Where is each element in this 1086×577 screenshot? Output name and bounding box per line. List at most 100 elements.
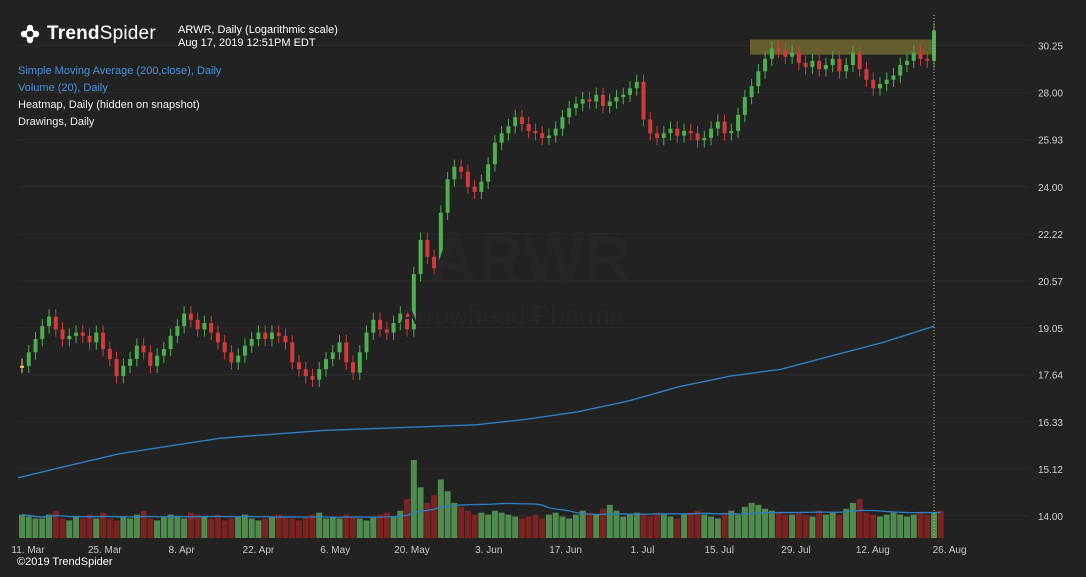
- candle-body: [560, 117, 565, 129]
- volume-bar: [424, 502, 431, 538]
- volume-bar: [100, 512, 107, 538]
- volume-bar: [849, 502, 856, 538]
- volume-bar: [741, 506, 748, 538]
- candle-body: [763, 58, 768, 72]
- candle-body: [114, 359, 119, 377]
- volume-bar: [86, 514, 93, 538]
- volume-bar: [647, 516, 654, 538]
- candle-body: [688, 130, 693, 134]
- volume-bar: [768, 510, 775, 538]
- volume-bar: [302, 516, 309, 538]
- candle-body: [898, 64, 903, 76]
- volume-bar: [262, 518, 269, 538]
- candle-body: [661, 133, 666, 138]
- volume-bar: [363, 520, 370, 538]
- y-tick-label: 14.00: [1038, 512, 1063, 523]
- candle-body: [844, 64, 849, 72]
- volume-bar: [39, 518, 46, 538]
- volume-bar: [660, 514, 667, 538]
- volume-bar: [795, 512, 802, 538]
- volume-bar: [701, 514, 708, 538]
- volume-bar: [255, 520, 262, 538]
- volume-bar: [708, 516, 715, 538]
- y-tick-label: 28.00: [1038, 89, 1063, 100]
- y-tick-label: 17.64: [1038, 371, 1063, 382]
- candle-body: [506, 126, 511, 134]
- candle-body: [290, 342, 295, 363]
- volume-bar: [160, 516, 167, 538]
- volume-bar: [235, 516, 242, 538]
- volume-bar: [876, 516, 883, 538]
- volume-bar: [903, 516, 910, 538]
- candle-body: [438, 212, 443, 269]
- volume-bar: [586, 512, 593, 538]
- volume-bar: [66, 520, 73, 538]
- indicator-drawings[interactable]: Drawings, Daily: [18, 116, 95, 128]
- volume-bar: [383, 512, 390, 538]
- volume-bar: [525, 516, 532, 538]
- candle-body: [628, 88, 632, 95]
- candle-body: [492, 142, 497, 165]
- candle-body: [40, 326, 45, 340]
- candle-body: [810, 60, 815, 68]
- candle-body: [864, 69, 869, 80]
- candle-body: [742, 97, 747, 115]
- candle-body: [729, 130, 734, 134]
- volume-bar: [728, 510, 735, 538]
- candle-body: [378, 319, 383, 330]
- volume-sma-line: [21, 502, 941, 518]
- candle-body: [263, 332, 268, 340]
- candle-body: [702, 137, 707, 141]
- volume-bar: [937, 510, 944, 538]
- candle-body: [736, 114, 741, 131]
- candle-body: [621, 94, 626, 98]
- volume-bar: [721, 512, 728, 538]
- volume-bar: [194, 514, 201, 538]
- candle-body: [607, 101, 612, 106]
- volume-bar: [809, 516, 816, 538]
- candle-body: [499, 133, 504, 143]
- logo-text: TrendSpider: [47, 23, 156, 44]
- volume-bar: [775, 512, 782, 538]
- volume-bar: [127, 518, 134, 538]
- candle-body: [925, 58, 930, 61]
- indicator-heatmap[interactable]: Heatmap, Daily (hidden on snapshot): [18, 99, 200, 111]
- volume-bar: [221, 520, 228, 538]
- candle-body: [871, 79, 876, 89]
- indicator-volume[interactable]: Volume (20), Daily: [18, 82, 108, 94]
- candle-body: [722, 121, 727, 134]
- y-tick-label: 30.25: [1038, 42, 1063, 53]
- candle-body: [357, 352, 362, 373]
- candle-body: [276, 332, 281, 336]
- volume-bar: [545, 514, 552, 538]
- x-tick-label: 12. Aug: [856, 545, 890, 556]
- candle-body: [459, 166, 464, 172]
- watermark-ticker: ARWR: [430, 223, 632, 295]
- candle-body: [709, 128, 714, 138]
- volume-bar: [59, 518, 66, 538]
- candle-body: [675, 128, 680, 136]
- volume-bar: [25, 516, 32, 538]
- candle-body: [479, 181, 484, 192]
- volume-bar: [329, 516, 336, 538]
- volume-bar: [316, 512, 323, 538]
- candle-body: [533, 130, 538, 134]
- volume-bar: [241, 514, 248, 538]
- candle-body: [364, 332, 369, 353]
- y-tick-label: 24.00: [1038, 183, 1063, 194]
- volume-bar: [559, 516, 566, 538]
- candle-body: [26, 352, 31, 366]
- sma-200-line: [17, 325, 935, 479]
- volume-bar: [714, 518, 721, 538]
- volume-bar: [106, 518, 113, 538]
- volume-bar: [485, 514, 492, 538]
- volume-bar: [620, 516, 627, 538]
- x-tick-label: 15. Jul: [704, 545, 733, 556]
- volume-bar: [113, 520, 120, 538]
- volume-bar: [572, 514, 579, 538]
- candle-body: [641, 81, 646, 120]
- indicator-sma[interactable]: Simple Moving Average (200,close), Daily: [18, 65, 222, 77]
- candle-body: [384, 329, 389, 333]
- candle-body: [74, 332, 79, 336]
